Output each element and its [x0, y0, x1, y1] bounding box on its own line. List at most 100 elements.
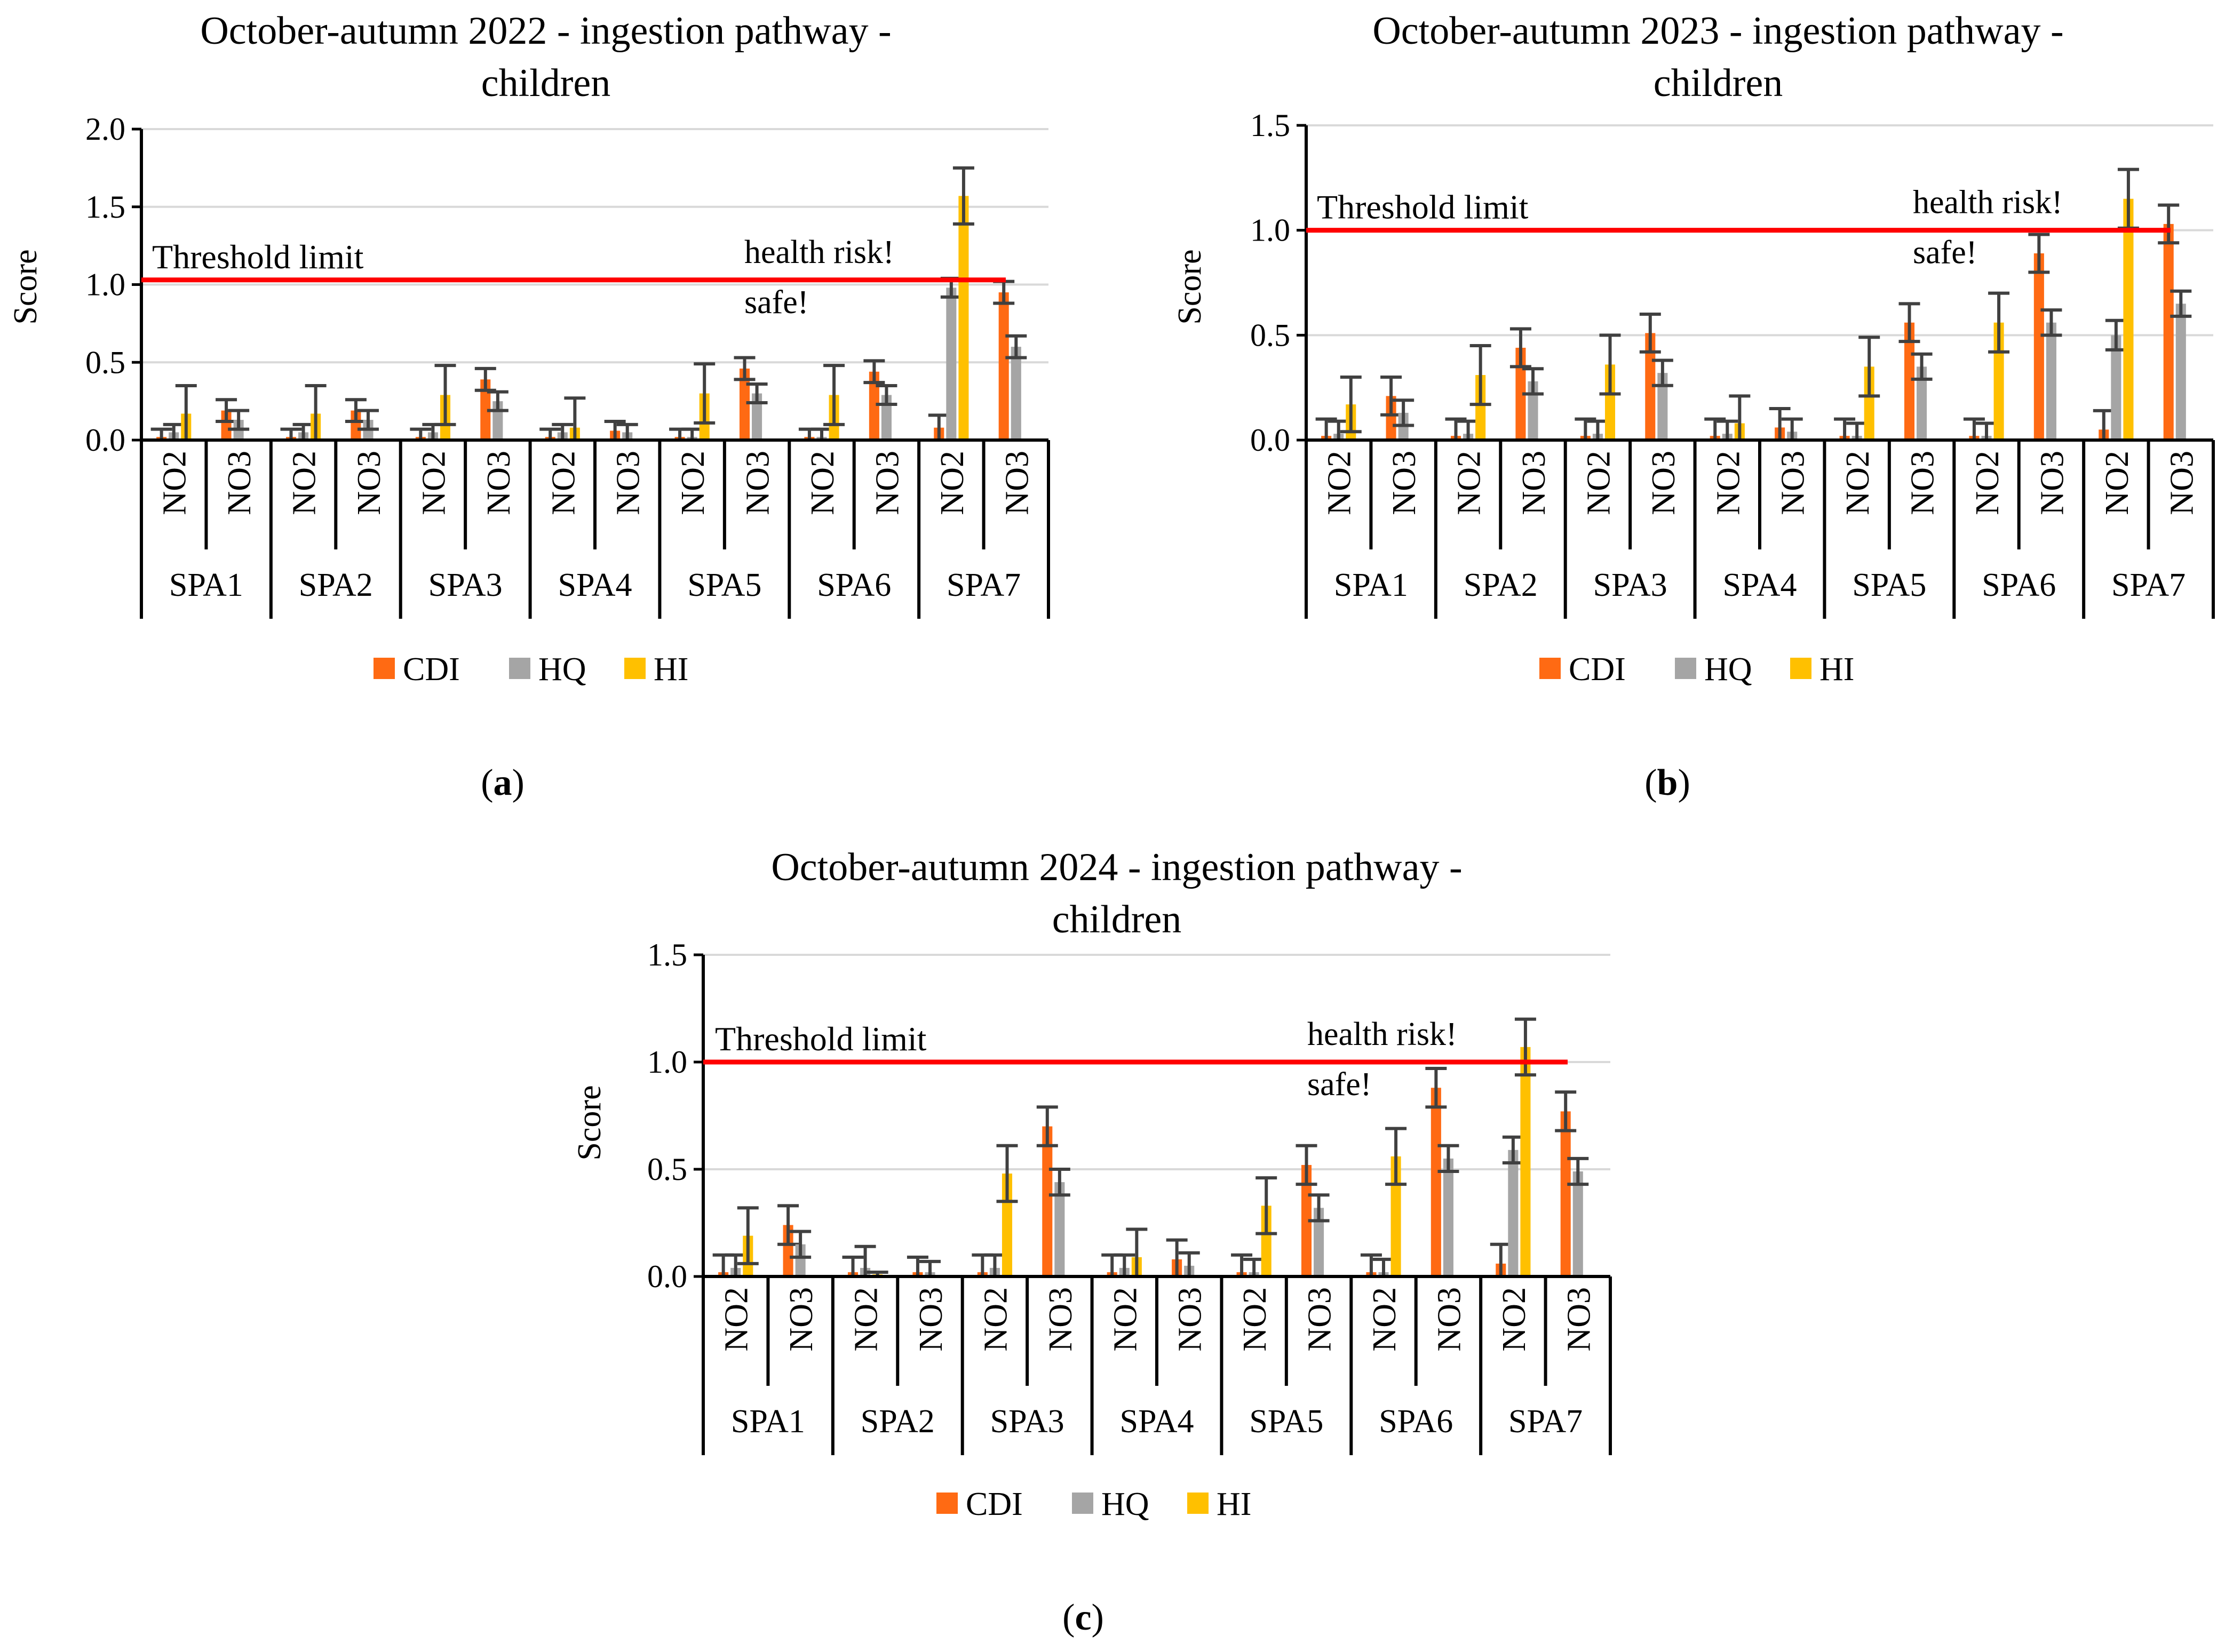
x-category-label: NO2	[1366, 1287, 1403, 1352]
bar-cdi	[783, 1225, 793, 1276]
y-tick-label: 1.5	[85, 189, 125, 225]
bar-hi	[1864, 366, 1874, 440]
x-category-label: NO2	[1451, 451, 1488, 515]
y-tick-label: 0.0	[1250, 422, 1290, 458]
error-bar	[823, 364, 845, 426]
bar-cdi	[1515, 347, 1526, 440]
x-category-label: NO3	[481, 451, 517, 515]
y-tick-label: 0.5	[1250, 317, 1290, 353]
bar-hi	[2123, 198, 2134, 440]
y-axis-title: Score	[571, 1085, 608, 1160]
bar-hi	[1390, 1156, 1401, 1276]
panel-title-line1: October-autumn 2023 - ingestion pathway …	[1372, 9, 2063, 53]
bar-hq	[1443, 1158, 1453, 1276]
x-category-label: NO3	[1431, 1287, 1467, 1352]
error-bar	[1858, 336, 1880, 398]
x-group-label: SPA6	[1379, 1403, 1453, 1440]
x-group-label: SPA3	[428, 567, 503, 603]
x-category-label: NO3	[1646, 451, 1682, 515]
legend-label-hi: HI	[1819, 651, 1854, 688]
legend-label-cdi: CDI	[403, 651, 460, 688]
x-category-label: NO3	[1386, 451, 1423, 515]
bar-cdi	[1042, 1126, 1053, 1276]
x-group-label: SPA3	[990, 1403, 1064, 1440]
x-category-label: NO3	[869, 451, 905, 515]
x-group-label: SPA6	[1982, 567, 2056, 603]
panel-title-line1: October-autumn 2024 - ingestion pathway …	[771, 845, 1462, 889]
panel-title-line1: October-autumn 2022 - ingestion pathway …	[200, 9, 891, 53]
error-bar	[1437, 1144, 1459, 1174]
x-group-label: SPA4	[1722, 567, 1797, 603]
bar-hq	[795, 1244, 806, 1276]
bar-hi	[1520, 1047, 1531, 1276]
x-category-label: NO2	[1322, 451, 1358, 515]
bar-hq	[1314, 1208, 1324, 1276]
plot-area: 0.0 0.5 1.0 1.5 NO2 NO3 SPA1 NO2 NO3 SPA2 NO2 NO3 SP…	[647, 937, 1612, 1455]
error-bar	[996, 1144, 1018, 1203]
bar-cdi	[1560, 1111, 1571, 1276]
legend-swatch-hi	[1187, 1493, 1209, 1514]
x-category-label: NO2	[545, 451, 582, 515]
error-bar	[1380, 376, 1402, 417]
x-group-label: SPA3	[1593, 567, 1667, 603]
y-tick-label: 0.0	[85, 422, 125, 458]
y-tick-label: 1.5	[647, 937, 687, 972]
bar-hq	[752, 393, 762, 440]
y-tick-label: 2.0	[85, 111, 125, 147]
x-category-label: NO2	[2099, 451, 2135, 515]
x-group-label: SPA4	[558, 567, 632, 603]
bar-cdi	[221, 410, 232, 440]
error-bar	[1393, 398, 1415, 427]
bar-cdi	[739, 368, 750, 440]
error-bar	[228, 409, 250, 431]
error-bar	[1509, 327, 1531, 369]
x-category-label: NO3	[740, 451, 776, 515]
x-category-label: NO3	[1172, 1287, 1209, 1352]
x-category-label: NO3	[1905, 451, 1941, 515]
plot-area: 0.0 0.5 1.0 1.5 NO2 NO3 SPA1 NO2 NO3 SPA2 NO2 NO3 SP…	[1250, 108, 2215, 619]
legend: CDI HQ HI	[1539, 651, 1854, 688]
x-category-label: NO2	[805, 451, 841, 515]
error-bar	[345, 398, 367, 424]
legend-label-hq: HQ	[538, 651, 586, 688]
bar-hq	[881, 395, 892, 440]
bar-hq	[1011, 347, 1021, 440]
threshold-label: Threshold limit	[715, 1020, 927, 1058]
error-bar	[1911, 352, 1933, 381]
x-category-label: NO3	[2034, 451, 2070, 515]
panel-caption: (b)	[1644, 762, 1690, 803]
legend-swatch-cdi	[936, 1493, 958, 1514]
legend-swatch-hq	[509, 658, 530, 679]
error-bar	[1308, 1193, 1330, 1223]
legend: CDI HQ HI	[936, 1486, 1251, 1522]
error-bar	[1469, 344, 1491, 406]
annotation-health-risk: health risk!	[1307, 1016, 1457, 1052]
error-bar	[1296, 1144, 1317, 1186]
error-bar	[694, 362, 716, 425]
error-bar	[2170, 289, 2192, 318]
error-bar	[1340, 376, 1362, 434]
y-tick-label: 1.0	[647, 1044, 687, 1080]
bar-hq	[1572, 1171, 1583, 1276]
x-category-label: NO2	[157, 451, 193, 515]
bar-hq	[2175, 304, 2186, 440]
x-category-label: NO2	[1969, 451, 2006, 515]
error-bar	[1036, 1105, 1058, 1147]
bar-hq	[1917, 366, 1927, 440]
x-group-label: SPA1	[1334, 567, 1408, 603]
x-category-label: NO2	[1496, 1287, 1532, 1352]
y-tick-label: 0.5	[85, 345, 125, 380]
x-category-label: NO2	[719, 1287, 755, 1352]
error-bar	[952, 166, 974, 226]
x-category-label: NO3	[783, 1287, 820, 1352]
error-bar	[863, 359, 885, 385]
legend-label-hi: HI	[654, 651, 688, 688]
error-bar	[487, 390, 508, 412]
legend-swatch-cdi	[1539, 658, 1561, 679]
x-category-label: NO2	[1840, 451, 1876, 515]
error-bar	[2028, 233, 2050, 274]
bar-hi	[1261, 1206, 1272, 1276]
x-group-label: SPA2	[299, 567, 373, 603]
